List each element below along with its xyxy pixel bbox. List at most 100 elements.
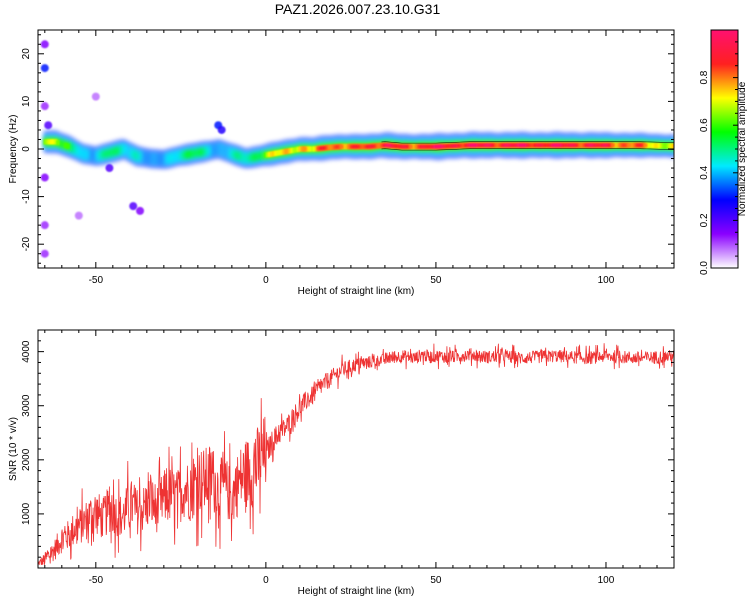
spectrogram-cell — [347, 144, 352, 149]
spectrogram-cell — [617, 142, 621, 148]
spectrogram-cell — [270, 151, 274, 157]
spectrogram-cell — [302, 147, 307, 151]
spectrogram-cell — [263, 152, 268, 158]
spectrogram-cell — [155, 152, 160, 166]
spectrogram-cell — [94, 149, 99, 163]
colorbar-tick-label: 0.4 — [699, 165, 710, 179]
spectrogram-cell — [206, 147, 211, 155]
spectrogram-cell — [588, 143, 593, 148]
spectrogram-cell — [449, 144, 454, 148]
spectrogram-cell — [368, 144, 372, 149]
spectrogram-cell — [466, 143, 470, 148]
spectrogram-cell — [494, 143, 499, 147]
spectrogram-cell — [635, 143, 640, 147]
spectrogram-cell — [76, 147, 80, 156]
spectrogram-cell — [384, 143, 389, 148]
spectrogram-cell — [457, 143, 462, 148]
spectrogram-cell — [88, 148, 93, 162]
spectrogram-cell — [43, 139, 48, 145]
spectrogram-cell — [514, 143, 519, 148]
spectrogram-cell — [510, 143, 515, 147]
spectrogram-cell — [557, 143, 562, 148]
spectrogram-cell — [178, 152, 182, 160]
spectrogram-cell — [306, 146, 311, 152]
spectrogram-cell — [117, 146, 121, 155]
spectrogram-cell — [329, 145, 333, 149]
spectrogram-cell — [439, 144, 444, 149]
spectrogram-cell — [374, 144, 378, 148]
spectrogram-cell — [645, 142, 650, 149]
spectrogram-cell — [225, 145, 229, 159]
spectrogram-cell — [398, 144, 403, 149]
spectrogram-cell — [357, 144, 362, 149]
spectrogram-cell — [594, 143, 599, 147]
spectrogram-cell — [290, 147, 295, 154]
spectrogram-cell — [168, 154, 172, 162]
spectrogram-cell — [563, 143, 568, 147]
y-tick-label: 2000 — [21, 448, 32, 471]
spectrogram-cell — [231, 150, 235, 158]
spectrogram-marks — [40, 40, 674, 258]
spectrogram-cell — [417, 144, 421, 149]
spectrogram-cell — [406, 144, 411, 149]
y-tick-label: -20 — [21, 237, 32, 252]
spectrogram-cell — [661, 143, 666, 149]
spectrogram-cell — [253, 152, 258, 161]
spectrogram-cell — [233, 150, 238, 159]
spectrogram-cell — [259, 151, 264, 160]
spectrogram-cell — [394, 144, 399, 148]
spectrogram-cell — [402, 144, 407, 149]
spectrogram-frame — [37, 29, 675, 269]
spectrogram-cell — [523, 143, 527, 148]
spectrogram-cell — [325, 145, 329, 150]
spectrogram-cell — [566, 143, 570, 147]
spectrogram-cell — [98, 151, 103, 159]
spectrogram-cell — [431, 144, 435, 149]
spectrogram-cell — [239, 152, 244, 161]
spectrogram-cell — [276, 150, 280, 156]
spectrogram-cell — [359, 144, 364, 149]
spectrogram-cell — [210, 143, 215, 157]
spectrogram-cell — [331, 145, 335, 149]
spectrogram-cell — [490, 143, 495, 147]
spectrogram-cell — [672, 143, 674, 149]
spectrogram-cell — [141, 150, 146, 164]
spectrogram-cell — [192, 149, 197, 158]
spectrogram-cell — [502, 143, 507, 148]
spectrogram-cell — [478, 143, 482, 148]
spectrogram-cell — [459, 143, 464, 148]
colorbar-gradient — [710, 29, 739, 269]
spectrogram-cell — [304, 146, 309, 152]
spectrogram-cell — [49, 139, 54, 145]
spectrogram-blob — [217, 125, 226, 134]
spectrogram-cell — [137, 152, 142, 161]
spectrogram-cell — [127, 145, 131, 159]
spectrogram-cell — [437, 144, 442, 149]
spectrogram-cell — [627, 143, 631, 147]
spectrogram-cell — [317, 146, 321, 151]
spectrogram-cell — [245, 154, 250, 163]
spectrogram-cell — [521, 143, 525, 148]
spectrogram-cell — [74, 146, 78, 155]
spectrogram-cell — [145, 151, 150, 165]
spectrogram-cell — [547, 143, 552, 147]
spectrogram-cell — [388, 143, 393, 148]
spectrogram-cell — [643, 143, 648, 147]
spectrogram-cell — [447, 144, 452, 148]
spectrogram-cell — [657, 143, 662, 149]
spectrogram-blob — [105, 164, 114, 173]
spectrogram-cell — [45, 139, 50, 145]
spectrogram-cell — [602, 143, 607, 148]
spectrogram-cell — [161, 153, 166, 166]
y-tick-label: 10 — [21, 95, 32, 107]
spectrogram-panel: -50 0 50 100 -20 -10 0 10 20 Height of straight … — [8, 29, 675, 297]
spectrogram-cell — [353, 144, 358, 149]
spectrogram-cell — [286, 148, 291, 154]
spectrogram-cell — [451, 144, 456, 148]
spectrogram-cell — [496, 143, 501, 147]
spectrogram-cell — [390, 143, 395, 148]
spectrogram-cell — [237, 152, 242, 161]
spectrogram-cell — [153, 152, 158, 166]
spectrogram-cell — [392, 144, 397, 148]
spectrogram-blob — [129, 202, 138, 211]
